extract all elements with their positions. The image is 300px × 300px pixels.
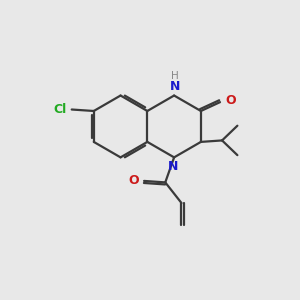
Text: N: N [167, 160, 178, 173]
Text: Cl: Cl [53, 103, 66, 116]
Text: N: N [169, 80, 180, 93]
Text: O: O [128, 174, 139, 188]
Text: H: H [171, 71, 178, 81]
Text: O: O [225, 94, 236, 107]
